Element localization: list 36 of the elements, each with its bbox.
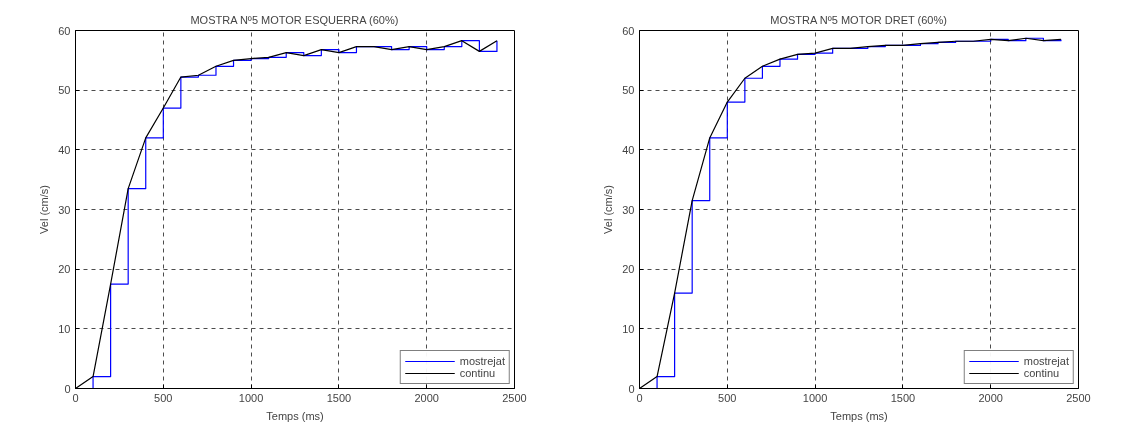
y-tick-label: 10 <box>622 322 635 335</box>
y-tick-label: 40 <box>622 143 635 156</box>
x-tick-label: 2500 <box>502 391 527 404</box>
x-tick-label: 1500 <box>326 391 352 404</box>
x-tick-label: 2500 <box>1066 391 1091 404</box>
legend-label: mostrejat <box>459 355 505 367</box>
y-tick-label: 20 <box>58 263 71 276</box>
y-tick-label: 50 <box>622 84 635 97</box>
y-tick-label: 60 <box>622 24 635 37</box>
x-tick-label: 500 <box>718 391 737 404</box>
y-tick-label: 50 <box>58 84 71 97</box>
x-tick-label: 0 <box>72 391 79 404</box>
y-tick-label: 30 <box>622 203 635 216</box>
legend-label: continu <box>459 367 496 379</box>
x-tick-label: 500 <box>154 391 173 404</box>
x-tick-label: 2000 <box>978 391 1003 404</box>
x-tick-label: 1000 <box>802 391 828 404</box>
y-tick-label: 20 <box>622 263 635 276</box>
chart-title: MOSTRA Nº5 MOTOR DRET (60%) <box>770 13 947 26</box>
y-axis-title: Vel (cm/s) <box>38 185 51 234</box>
chart-title: MOSTRA Nº5 MOTOR ESQUERRA (60%) <box>190 13 399 26</box>
x-axis-title: Temps (ms) <box>266 409 324 422</box>
x-tick-label: 1500 <box>890 391 916 404</box>
x-axis-title: Temps (ms) <box>830 409 888 422</box>
legend-label: mostrejat <box>1023 355 1069 367</box>
y-axis-title: Vel (cm/s) <box>602 185 615 234</box>
legend-label: continu <box>1023 367 1060 379</box>
x-tick-label: 0 <box>636 391 643 404</box>
y-tick-label: 40 <box>58 143 71 156</box>
y-tick-label: 30 <box>58 203 71 216</box>
y-tick-label: 0 <box>64 382 71 395</box>
y-tick-label: 10 <box>58 322 71 335</box>
x-tick-label: 2000 <box>414 391 439 404</box>
y-tick-label: 60 <box>58 24 71 37</box>
x-tick-label: 1000 <box>238 391 264 404</box>
y-tick-label: 0 <box>628 382 635 395</box>
